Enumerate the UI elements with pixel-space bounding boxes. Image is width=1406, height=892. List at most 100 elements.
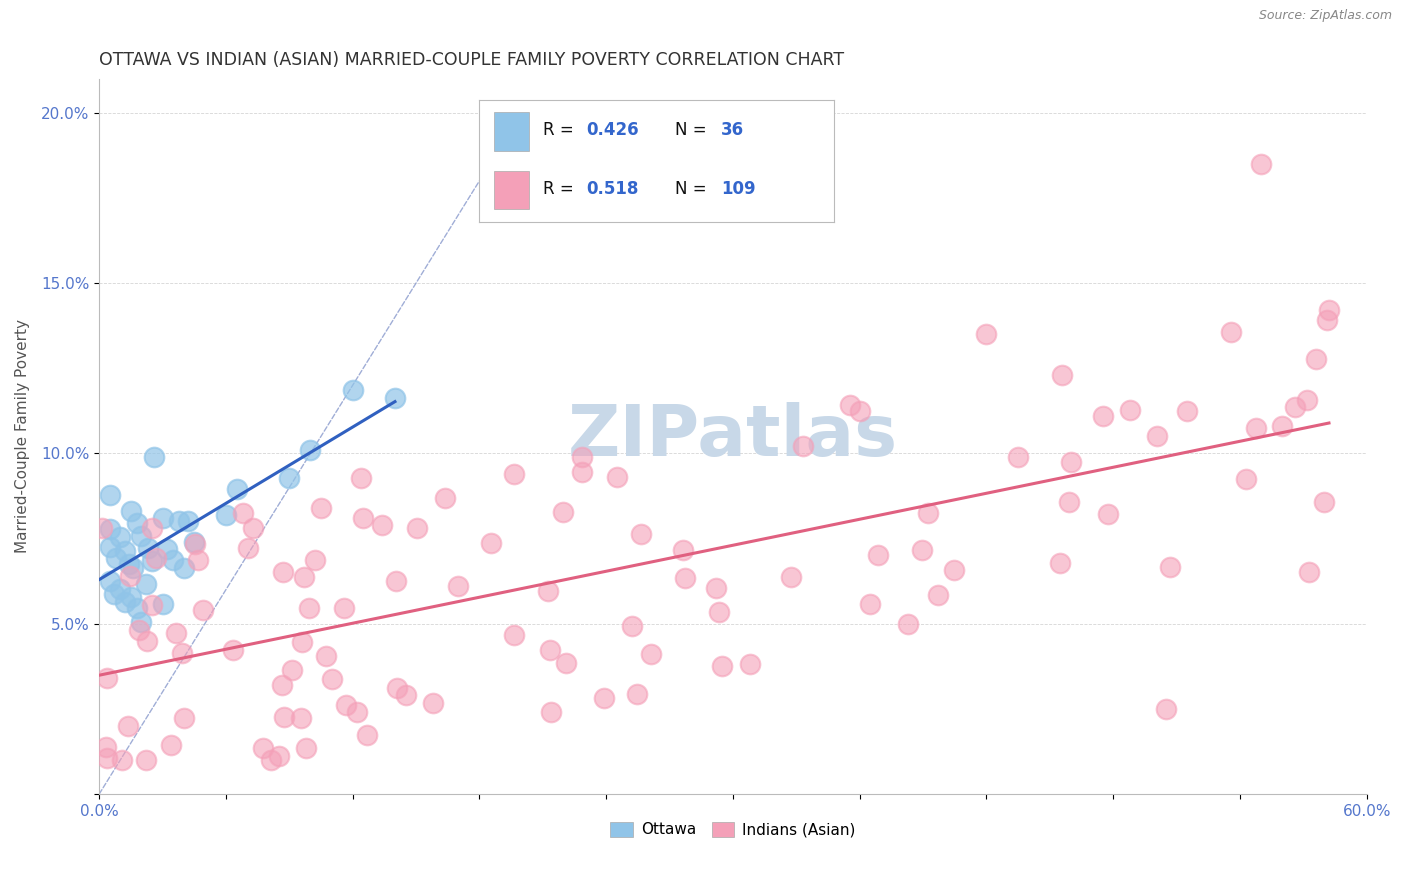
- Point: [422, 696, 444, 710]
- Point: [177, 514, 200, 528]
- Point: [162, 553, 184, 567]
- Point: [127, 601, 149, 615]
- Text: OTTAWA VS INDIAN (ASIAN) MARRIED-COUPLE FAMILY POVERTY CORRELATION CHART: OTTAWA VS INDIAN (ASIAN) MARRIED-COUPLE …: [100, 51, 845, 69]
- Point: [118, 568, 141, 582]
- Point: [479, 535, 502, 549]
- Point: [118, 558, 141, 572]
- Point: [128, 624, 150, 638]
- Point: [1250, 157, 1272, 171]
- Point: [173, 711, 195, 725]
- Point: [849, 404, 872, 418]
- Point: [110, 531, 132, 545]
- Point: [191, 603, 214, 617]
- Point: [503, 467, 526, 481]
- Point: [215, 508, 238, 523]
- Point: [98, 540, 121, 554]
- Point: [225, 483, 247, 497]
- Point: [152, 597, 174, 611]
- Point: [1154, 702, 1177, 716]
- Point: [394, 688, 416, 702]
- Point: [606, 470, 628, 484]
- Point: [236, 541, 259, 555]
- Point: [356, 728, 378, 742]
- Point: [1146, 429, 1168, 443]
- Point: [911, 543, 934, 558]
- Point: [187, 552, 209, 566]
- Point: [136, 541, 159, 555]
- Point: [626, 687, 648, 701]
- Point: [269, 749, 291, 764]
- Point: [346, 706, 368, 720]
- Point: [672, 543, 695, 558]
- Point: [273, 710, 295, 724]
- Point: [976, 327, 998, 342]
- Point: [260, 753, 283, 767]
- Point: [927, 588, 949, 602]
- Point: [1296, 393, 1319, 408]
- Point: [299, 442, 322, 457]
- Point: [1159, 560, 1181, 574]
- Point: [1049, 556, 1071, 570]
- Point: [792, 439, 814, 453]
- Point: [1316, 312, 1339, 326]
- Point: [134, 753, 156, 767]
- Point: [96, 671, 118, 685]
- Point: [98, 523, 121, 537]
- Point: [1060, 455, 1083, 469]
- Point: [371, 517, 394, 532]
- Point: [1317, 303, 1340, 318]
- Point: [350, 471, 373, 485]
- Point: [141, 554, 163, 568]
- Point: [621, 618, 644, 632]
- Y-axis label: Married-Couple Family Poverty: Married-Couple Family Poverty: [15, 319, 30, 553]
- Point: [103, 587, 125, 601]
- Point: [405, 521, 427, 535]
- Point: [335, 698, 357, 713]
- Point: [352, 510, 374, 524]
- Point: [114, 595, 136, 609]
- Point: [1219, 325, 1241, 339]
- Point: [1119, 402, 1142, 417]
- Point: [292, 570, 315, 584]
- Point: [1050, 368, 1073, 382]
- Point: [1175, 403, 1198, 417]
- Point: [135, 577, 157, 591]
- Point: [503, 628, 526, 642]
- Point: [111, 753, 134, 767]
- Point: [222, 643, 245, 657]
- Point: [170, 647, 193, 661]
- Point: [779, 570, 801, 584]
- Point: [290, 711, 312, 725]
- Point: [1244, 421, 1267, 435]
- Point: [332, 601, 354, 615]
- Point: [271, 678, 294, 692]
- Point: [917, 506, 939, 520]
- Point: [114, 544, 136, 558]
- Point: [120, 590, 142, 604]
- Point: [131, 615, 153, 629]
- Point: [143, 450, 166, 465]
- Point: [704, 582, 727, 596]
- Point: [271, 565, 294, 579]
- Point: [571, 465, 593, 479]
- Point: [838, 398, 860, 412]
- Text: ZIPatlas: ZIPatlas: [568, 401, 898, 471]
- Point: [551, 505, 574, 519]
- Point: [1007, 450, 1029, 464]
- Point: [540, 706, 562, 720]
- Legend: Ottawa, Indians (Asian): Ottawa, Indians (Asian): [605, 815, 862, 844]
- Point: [122, 560, 145, 574]
- Point: [1284, 400, 1306, 414]
- Point: [1234, 472, 1257, 486]
- Point: [160, 739, 183, 753]
- Point: [385, 681, 408, 696]
- Point: [384, 391, 406, 405]
- Point: [136, 633, 159, 648]
- Point: [315, 648, 337, 663]
- Point: [141, 521, 163, 535]
- Point: [536, 583, 558, 598]
- Point: [297, 600, 319, 615]
- Point: [173, 561, 195, 575]
- Point: [707, 605, 730, 619]
- Point: [281, 663, 304, 677]
